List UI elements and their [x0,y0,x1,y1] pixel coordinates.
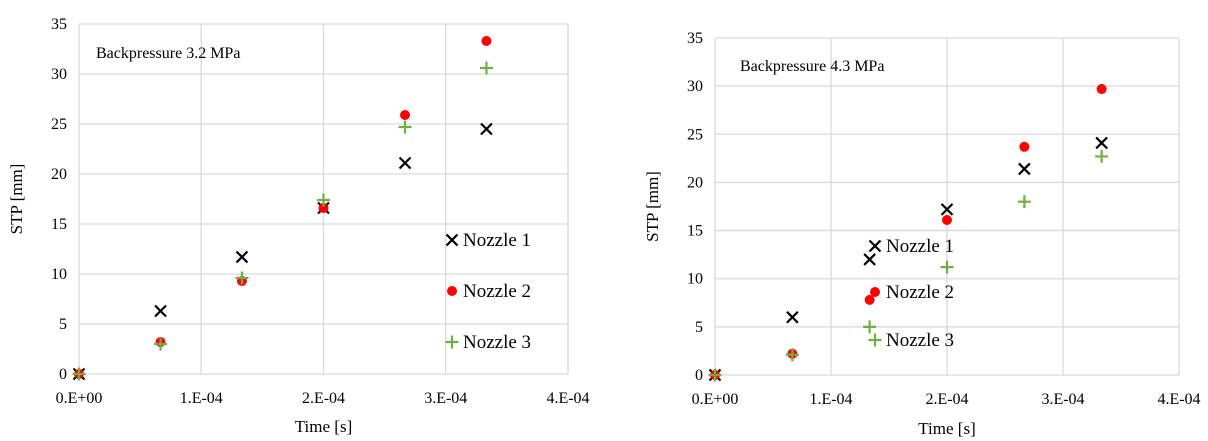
y-tick-label: 35 [51,16,67,33]
legend-label: Nozzle 3 [886,330,954,351]
y-tick-label: 5 [59,316,67,333]
y-axis-title: STP [mm] [643,171,662,242]
x-tick-label: 2.E-04 [925,391,968,408]
y-tick-label: 25 [687,126,703,143]
data-point [480,122,493,136]
data-point [863,320,877,334]
legend-label: Nozzle 1 [886,236,954,257]
y-tick-label: 25 [51,116,67,133]
x-tick-label: 0.E+00 [692,391,739,408]
y-tick-label: 0 [695,367,703,384]
series-nozzle-1 [72,122,493,381]
x-tick-label: 2.E-04 [302,390,345,407]
legend-marker [870,287,880,297]
chart-backpressure-3-2: 0 5 10 15 20 25 30 35 0.E+00 1.E-04 2.E-04 3.E-04 4.… [7,16,590,436]
data-point [1095,149,1109,163]
series-nozzle-2 [74,36,492,379]
gridlines [714,37,1180,376]
y-tick-label: 5 [695,319,703,336]
data-point [942,214,952,225]
legend-label: Nozzle 2 [886,282,954,303]
y-tick-label: 30 [51,66,67,83]
y-tick-label: 0 [59,366,67,383]
x-tick-label: 0.E+00 [56,390,103,407]
x-tick-label: 3.E-04 [424,390,467,407]
data-point [708,368,722,382]
x-axis-title: Time [s] [295,417,352,436]
data-point [72,367,86,381]
data-point [1017,195,1031,209]
data-point [940,260,954,274]
legend-label: Nozzle 1 [463,230,531,251]
data-point [1019,141,1030,152]
data-point [864,294,875,305]
data-point [154,304,167,318]
series-nozzle-2 [710,84,1107,380]
data-point [235,271,249,285]
x-tick-label: 4.E-04 [546,390,589,407]
y-tick-label: 35 [687,30,703,47]
data-point [479,61,493,75]
y-tick-label: 10 [51,266,67,283]
legend: Nozzle 1 Nozzle 2 Nozzle 3 [868,236,954,351]
data-point [863,253,876,266]
legend-marker [447,286,457,296]
legend-marker [445,335,459,349]
series-nozzle-3 [708,149,1109,382]
y-tick-label: 15 [687,223,703,240]
x-tick-label: 1.E-04 [180,390,223,407]
data-point [1095,136,1108,150]
y-tick-label: 30 [687,78,703,95]
x-tick-label: 4.E-04 [1157,391,1200,408]
y-tick-label: 10 [687,271,703,288]
data-point [154,337,168,351]
data-point [940,203,954,216]
y-axis-title: STP [mm] [7,164,26,235]
data-point [398,120,412,134]
data-point [786,310,799,324]
data-point [400,110,411,120]
data-point [1096,84,1107,95]
legend-label: Nozzle 2 [463,281,531,302]
gridlines [78,23,569,375]
x-tick-label: 1.E-04 [809,391,852,408]
legend-label: Nozzle 3 [463,332,531,353]
backpressure-annotation: Backpressure 4.3 MPa [740,58,884,75]
y-tick-label: 20 [51,166,67,183]
x-axis-title: Time [s] [918,419,975,438]
data-point [1018,162,1031,176]
series-nozzle-3 [72,61,493,381]
legend-marker [445,233,459,247]
y-tick-label: 15 [51,216,67,233]
legend-marker [868,333,882,347]
data-point [785,348,799,362]
legend: Nozzle 1 Nozzle 2 Nozzle 3 [445,230,531,353]
y-tick-label: 20 [687,174,703,191]
data-point [481,36,492,46]
data-point [317,193,330,207]
series-nozzle-1 [708,136,1108,382]
x-tick-label: 3.E-04 [1041,391,1084,408]
data-point [235,250,249,264]
data-point [318,203,329,213]
data-point [398,156,412,170]
legend-marker [868,239,882,253]
backpressure-annotation: Backpressure 3.2 MPa [96,45,240,62]
chart-backpressure-4-3: 0 5 10 15 20 25 30 35 0.E+00 1.E-04 2.E-04 3.E-04 4.… [643,30,1201,438]
